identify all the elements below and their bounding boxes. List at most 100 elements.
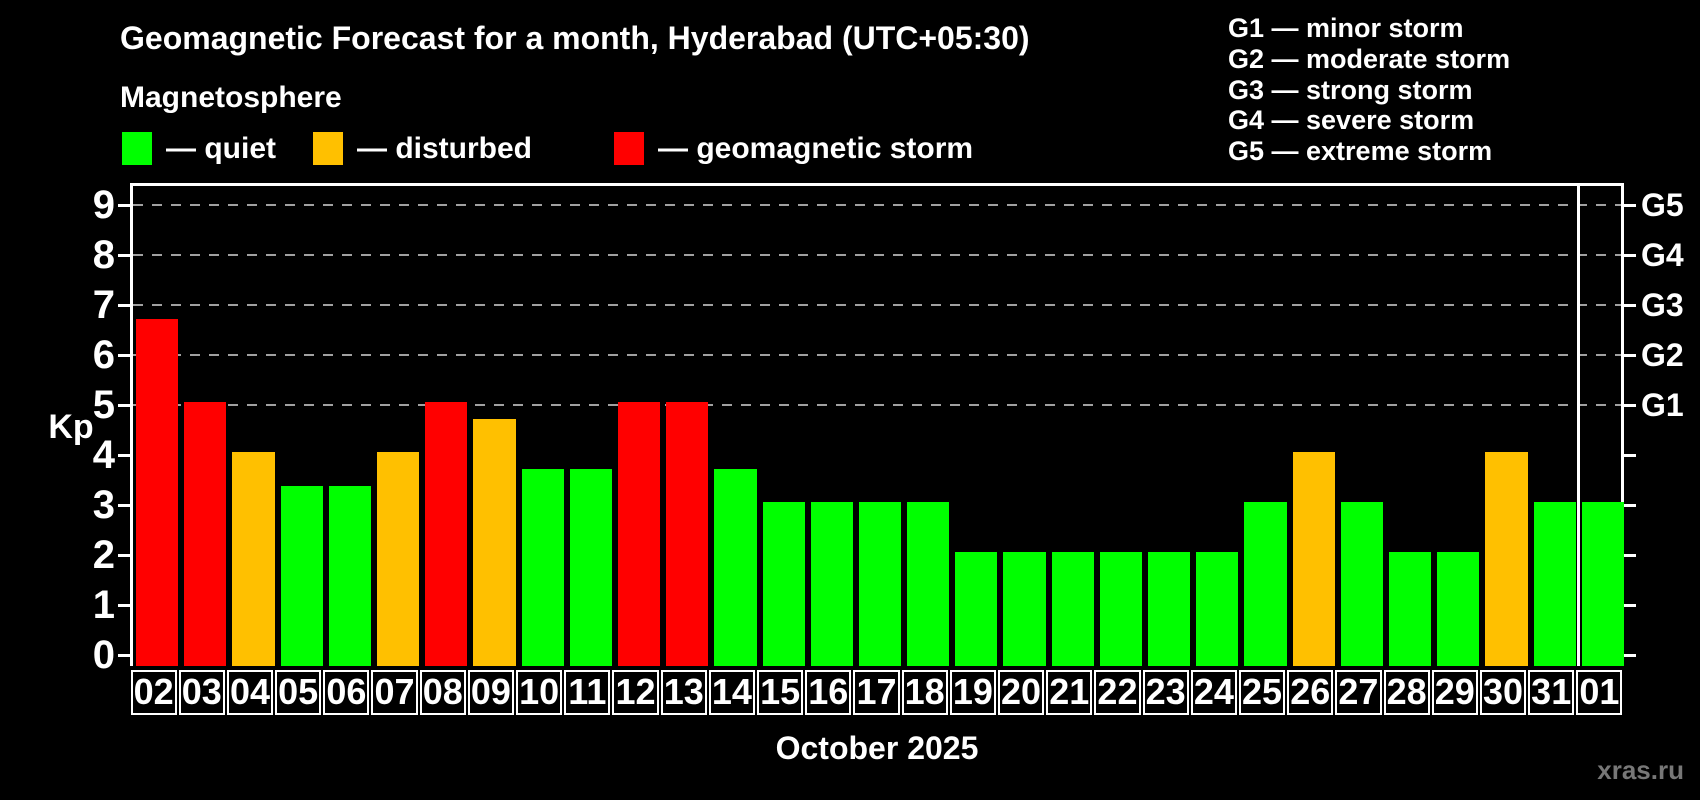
- day-label-30: 30: [1479, 670, 1527, 715]
- quiet-legend-label: — quiet: [166, 131, 276, 165]
- kp-bar-day-07: [376, 452, 420, 666]
- y-axis-tick-8: [118, 253, 130, 257]
- right-axis-tick-9: [1624, 203, 1636, 207]
- day-label-02: 02: [130, 670, 177, 715]
- day-label-23: 23: [1142, 670, 1189, 715]
- kp-bar-day-20: [1003, 552, 1046, 666]
- y-axis-label-kp: Kp: [48, 408, 94, 446]
- day-label-05: 05: [275, 670, 322, 715]
- y-tick-label-0: 0: [92, 633, 115, 677]
- day-label-16: 16: [805, 670, 852, 715]
- day-label-21: 21: [1046, 670, 1093, 715]
- y-tick-label-2: 2: [92, 533, 115, 577]
- kp-bar-day-03: [184, 402, 227, 666]
- y-axis-tick-7: [118, 303, 130, 307]
- legend-item-quiet: — quiet: [122, 132, 276, 165]
- day-label-31: 31: [1528, 670, 1575, 715]
- right-axis-tick-8: [1624, 253, 1636, 257]
- g-scale-item-g1: G1 — minor storm: [1228, 13, 1464, 43]
- y-tick-label-5: 5: [92, 383, 115, 427]
- y-axis-tick-2: [118, 553, 130, 557]
- g-level-label-g3: G3: [1641, 287, 1684, 323]
- g-level-label-g1: G1: [1641, 387, 1684, 423]
- chart-title: Geomagnetic Forecast for a month, Hydera…: [120, 20, 1030, 56]
- day-label-19: 19: [949, 670, 996, 715]
- legend-item-disturbed: — disturbed: [313, 132, 532, 165]
- y-axis-tick-9: [118, 203, 130, 207]
- day-label-18: 18: [901, 670, 948, 715]
- x-axis-day-labels: 02 03 04 05 06 07 08 09 10 11 12 13 14 15 16 17 18 19 20 21…: [130, 670, 1624, 716]
- month-separator-line: [1577, 186, 1581, 666]
- kp-bar-day-27: [1340, 502, 1384, 666]
- right-axis-tick-5: [1624, 403, 1636, 407]
- day-label-03: 03: [178, 670, 225, 715]
- kp-bar-day-22: [1099, 552, 1143, 666]
- day-label-17: 17: [853, 670, 900, 715]
- gridline-kp5: [133, 404, 1621, 406]
- g-scale-item-g3: G3 — strong storm: [1228, 74, 1473, 105]
- right-axis-tick-7: [1624, 303, 1636, 307]
- kp-bar-day-08: [425, 402, 468, 666]
- right-axis-tick-0: [1624, 653, 1636, 657]
- gridline-kp6: [133, 354, 1621, 356]
- g-scale-item-g2: G2 — moderate storm: [1228, 43, 1511, 74]
- kp-bar-day-12: [617, 402, 661, 666]
- day-label-26: 26: [1287, 670, 1334, 715]
- y-tick-label-1: 1: [92, 583, 115, 627]
- plot-area: 0 1 2 3 4 5 6 7 8 9 G1 G2 G3 G4 G5: [93, 183, 1684, 677]
- g-level-label-g2: G2: [1641, 337, 1684, 373]
- day-label-01: 01: [1576, 670, 1623, 715]
- day-label-22: 22: [1094, 670, 1141, 715]
- disturbed-legend-label: — disturbed: [357, 131, 533, 165]
- g-scale-item-g4: G4 — severe storm: [1228, 105, 1475, 136]
- kp-bar-day-24: [1196, 552, 1239, 666]
- kp-bar-day-06: [328, 485, 371, 666]
- day-label-27: 27: [1335, 670, 1382, 715]
- kp-bar-day-14: [714, 468, 757, 666]
- day-label-06: 06: [323, 670, 370, 715]
- kp-bar-day-05: [280, 485, 323, 666]
- kp-bar-day-21: [1051, 552, 1094, 666]
- right-axis-tick-4: [1624, 453, 1636, 457]
- kp-bar-day-25: [1244, 502, 1287, 666]
- kp-bar-day-11: [569, 468, 612, 666]
- day-label-10: 10: [516, 670, 563, 715]
- y-tick-label-4: 4: [92, 433, 115, 477]
- quiet-color-swatch: [122, 132, 152, 165]
- y-axis-tick-5: [118, 403, 130, 407]
- g-scale-legend: G1 — minor storm G2 — moderate storm G3 …: [1228, 13, 1510, 167]
- disturbed-color-swatch: [313, 132, 343, 165]
- kp-bar-day-26: [1292, 452, 1335, 666]
- y-tick-label-3: 3: [92, 483, 115, 527]
- y-tick-label-6: 6: [92, 333, 115, 377]
- kp-bar-day-02: [136, 318, 179, 666]
- kp-bar-day-31: [1533, 502, 1576, 666]
- chart-subtitle: Magnetosphere: [120, 81, 342, 114]
- storm-legend-label: — geomagnetic storm: [658, 131, 974, 165]
- kp-bar-day-13: [666, 402, 709, 666]
- kp-bar-day-29: [1437, 552, 1480, 666]
- g-level-label-g4: G4: [1641, 237, 1684, 273]
- day-label-29: 29: [1431, 670, 1478, 715]
- day-label-25: 25: [1238, 670, 1286, 715]
- gridline-kp8: [133, 254, 1621, 256]
- day-label-12: 12: [612, 670, 659, 715]
- y-axis-tick-3: [118, 503, 130, 507]
- g-scale-item-g5: G5 — extreme storm: [1228, 136, 1493, 167]
- watermark-xras: xras.ru: [1597, 755, 1684, 785]
- kp-bar-day-28: [1389, 552, 1432, 666]
- right-axis-tick-6: [1624, 353, 1636, 357]
- kp-bar-day-19: [955, 552, 998, 666]
- kp-bar-day-10: [521, 468, 564, 666]
- kp-bar-day-17: [858, 502, 902, 666]
- day-label-14: 14: [708, 670, 755, 715]
- day-label-08: 08: [419, 670, 466, 715]
- kp-bar-day-30: [1485, 452, 1528, 666]
- day-label-20: 20: [997, 670, 1045, 715]
- kp-bar-day-15: [762, 502, 805, 666]
- kp-bar-day-04: [232, 452, 275, 666]
- gridline-kp7: [133, 304, 1621, 306]
- right-axis-tick-3: [1624, 503, 1636, 507]
- y-axis-tick-4: [118, 453, 130, 457]
